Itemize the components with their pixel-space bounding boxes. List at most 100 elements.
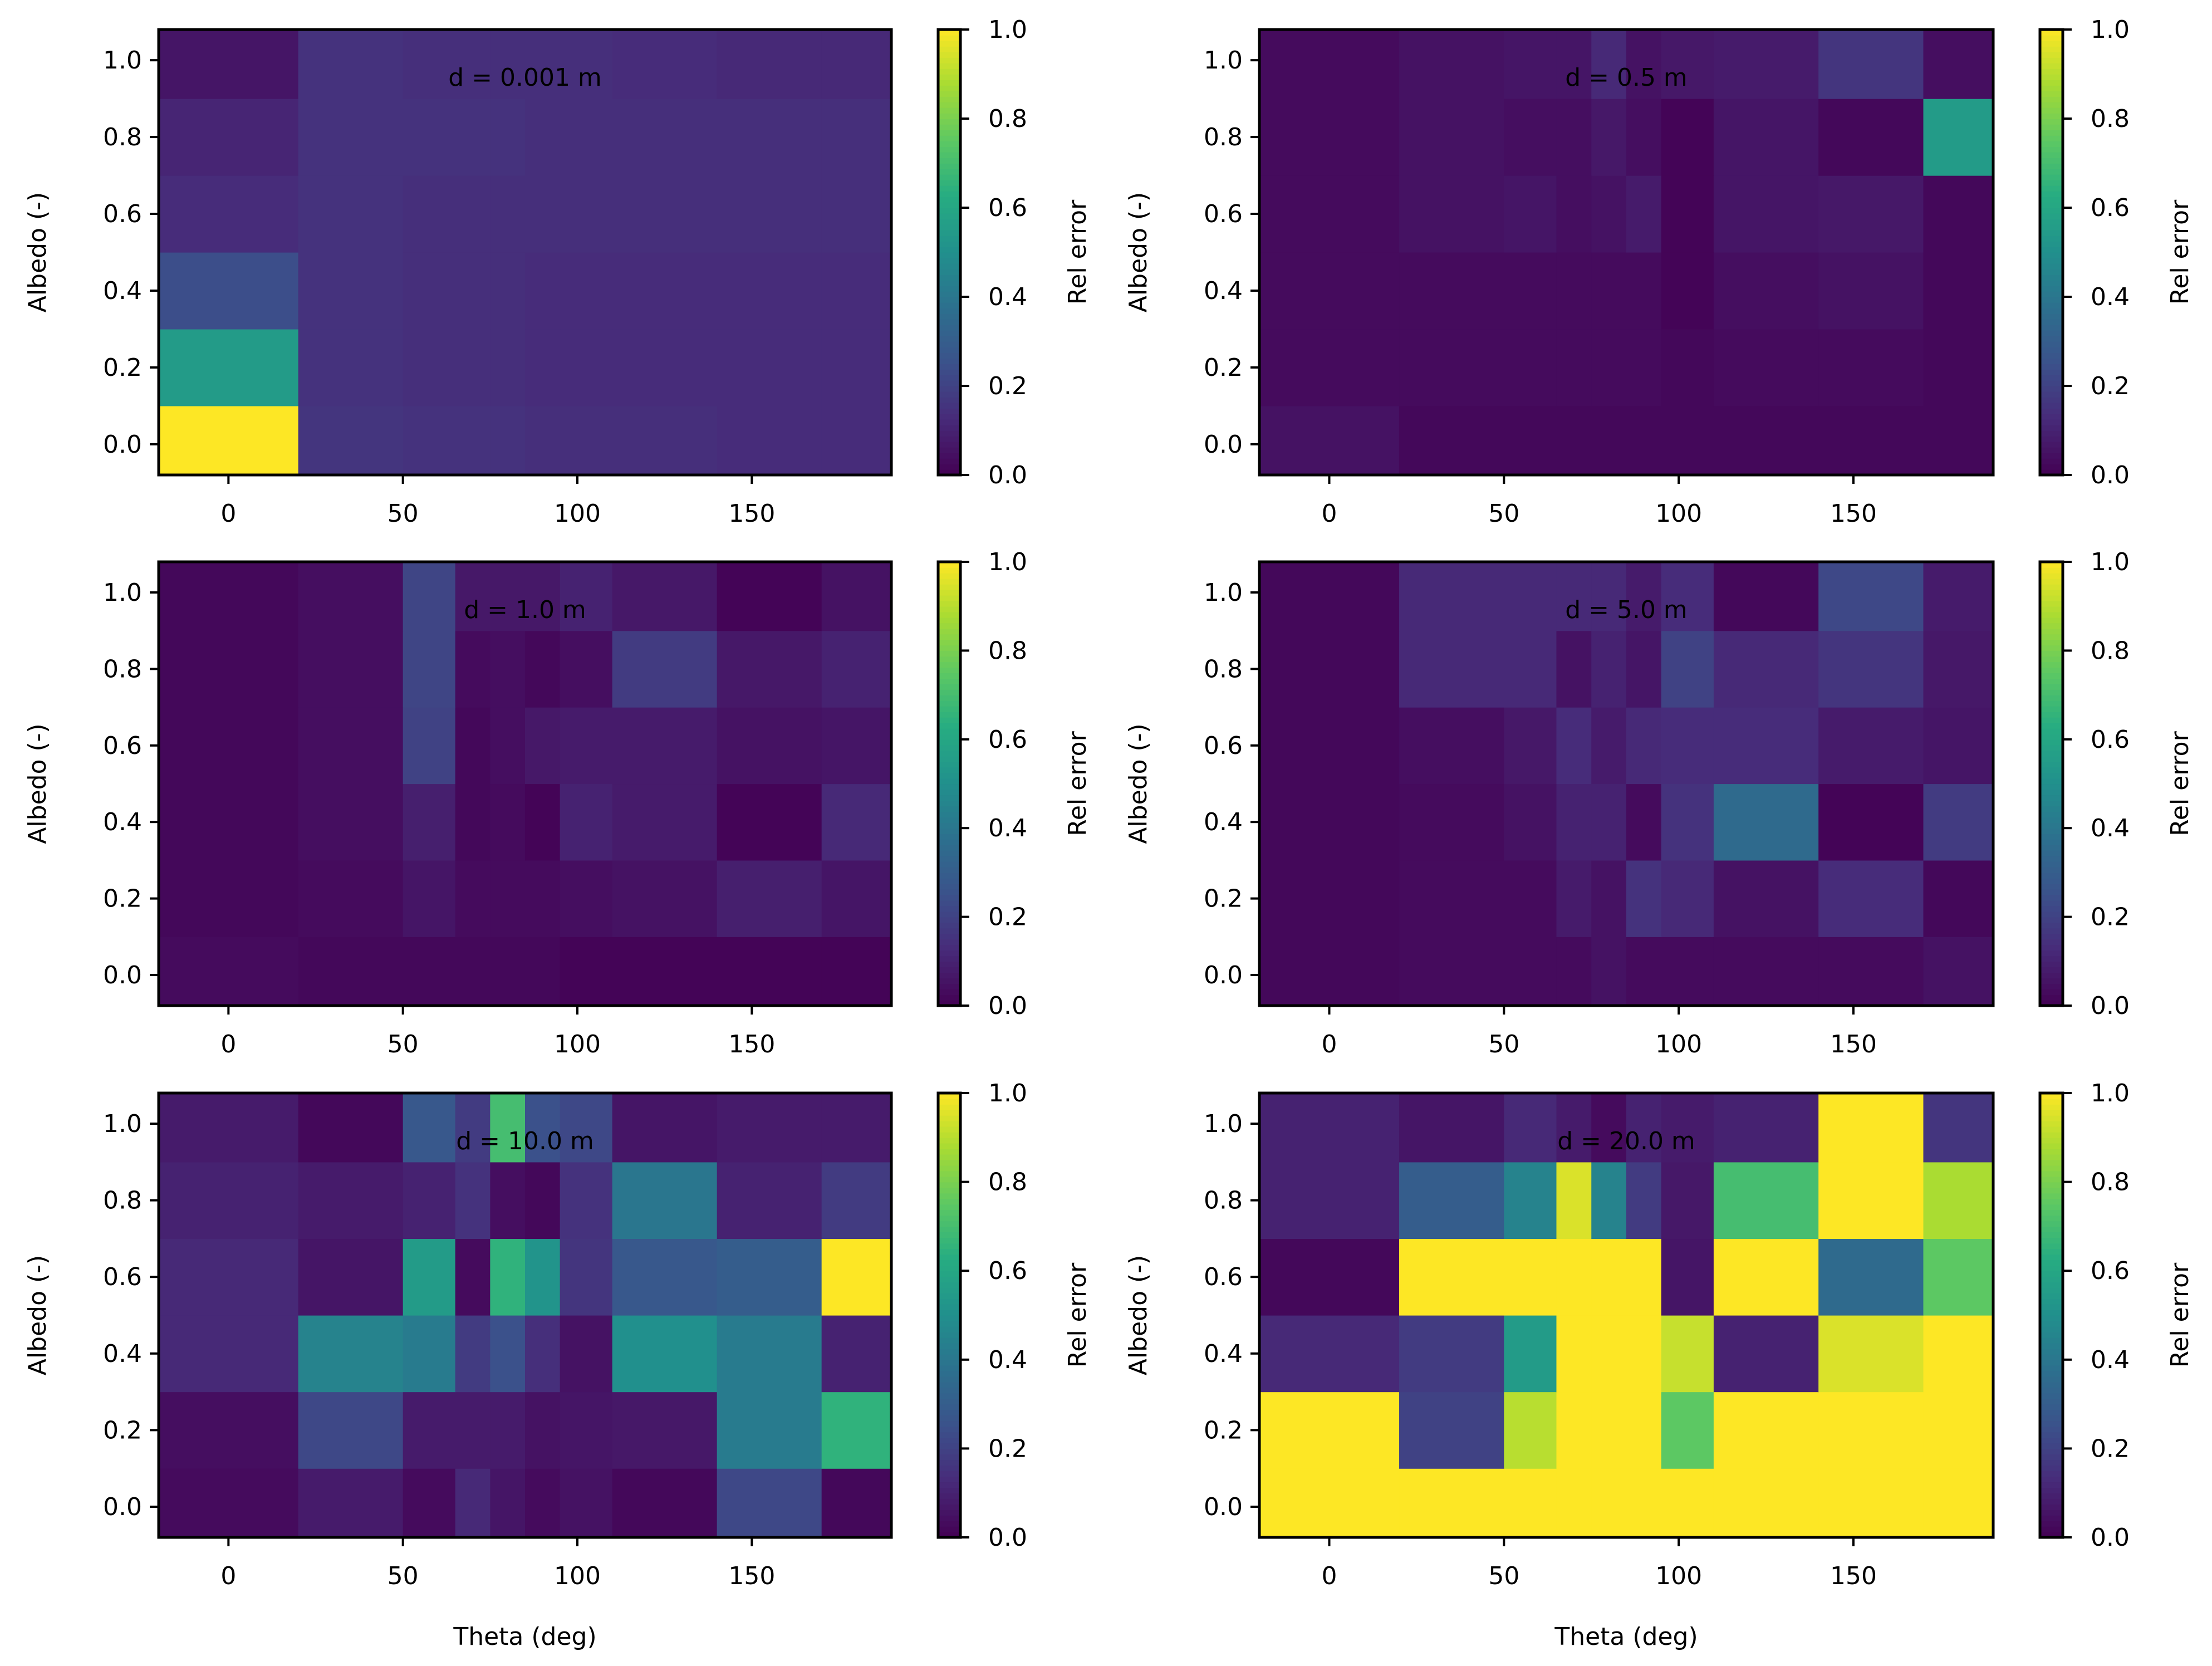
heatmap-cell bbox=[1923, 1093, 1994, 1163]
heatmap-cell bbox=[403, 1315, 456, 1393]
heatmap-cell bbox=[525, 1468, 561, 1538]
heatmap-cell bbox=[560, 630, 613, 708]
heatmap-cell bbox=[560, 707, 613, 785]
y-tick-label: 0.0 bbox=[1204, 1493, 1243, 1521]
heatmap-cell bbox=[560, 99, 613, 176]
colorbar-segment bbox=[938, 1398, 960, 1405]
heatmap-cell bbox=[455, 1238, 491, 1316]
colorbar-segment bbox=[2040, 1226, 2063, 1233]
heatmap-cell bbox=[1661, 707, 1714, 785]
heatmap-cell bbox=[159, 1315, 299, 1393]
heatmap-cell bbox=[525, 252, 561, 330]
colorbar-segment bbox=[2040, 1198, 2063, 1205]
colorbar-frame bbox=[2038, 1091, 2064, 1539]
colorbar-segment bbox=[938, 1148, 960, 1155]
heatmap-cell bbox=[1259, 1468, 1400, 1538]
heatmap-cell bbox=[1818, 562, 1924, 631]
heatmap-cell bbox=[1259, 630, 1400, 708]
heatmap-cell bbox=[1259, 329, 1400, 406]
colorbar-segment bbox=[2040, 1293, 2063, 1299]
colorbar-segment bbox=[938, 297, 960, 303]
heatmap-cell bbox=[612, 329, 718, 406]
colorbar-segment bbox=[938, 1432, 960, 1438]
heatmap-cell bbox=[1259, 99, 1400, 176]
heatmap-cell bbox=[1259, 937, 1400, 1006]
colorbar-segment bbox=[938, 107, 960, 114]
heatmap-cell bbox=[1591, 252, 1627, 330]
colorbar-segment bbox=[938, 1215, 960, 1222]
heatmap-cell bbox=[159, 630, 299, 708]
colorbar-segment bbox=[2040, 1000, 2063, 1006]
heatmap-cell bbox=[717, 1468, 822, 1538]
colorbar-segment bbox=[938, 845, 960, 851]
colorbar-segment bbox=[938, 213, 960, 219]
colorbar-tick-label: 0.0 bbox=[988, 1523, 1027, 1552]
heatmap-cell bbox=[1399, 562, 1504, 631]
y-tick-label: 1.0 bbox=[1204, 579, 1243, 607]
colorbar-segment bbox=[2040, 578, 2063, 585]
colorbar-segment bbox=[938, 419, 960, 425]
colorbar-segment bbox=[2040, 656, 2063, 663]
y-tick-label: 0.2 bbox=[103, 354, 142, 382]
colorbar-segment bbox=[2040, 878, 2063, 884]
colorbar-segment bbox=[938, 850, 960, 856]
colorbar-segment bbox=[938, 1404, 960, 1410]
heatmap-cell bbox=[717, 860, 822, 937]
heatmap-cell bbox=[159, 405, 299, 476]
heatmap-cell bbox=[1591, 707, 1627, 785]
colorbar-segment bbox=[938, 1370, 960, 1377]
heatmap-cell bbox=[455, 1391, 491, 1469]
heatmap-cell bbox=[525, 783, 561, 861]
colorbar-segment bbox=[938, 562, 960, 568]
colorbar-segment bbox=[938, 922, 960, 929]
x-tick-label: 100 bbox=[1655, 499, 1702, 528]
axes-frame bbox=[157, 1091, 893, 1539]
colorbar-segment bbox=[938, 1154, 960, 1160]
colorbar-segment bbox=[938, 1448, 960, 1455]
colorbar-segment bbox=[938, 1482, 960, 1488]
heatmap-cell bbox=[1818, 707, 1924, 785]
heatmap-cell bbox=[1923, 860, 1994, 937]
heatmap-cell bbox=[1591, 1391, 1627, 1469]
heatmap-cell bbox=[1661, 937, 1714, 1006]
heatmap-cell bbox=[1259, 1315, 1400, 1393]
colorbar-segment bbox=[938, 834, 960, 840]
colorbar-segment bbox=[2040, 933, 2063, 940]
heatmap-cell bbox=[1591, 30, 1627, 99]
heatmap-cell bbox=[1504, 405, 1557, 476]
heatmap-cell bbox=[1259, 405, 1400, 476]
heatmap-cell bbox=[717, 252, 822, 330]
colorbar-segment bbox=[2040, 767, 2063, 773]
colorbar-segment bbox=[2040, 1448, 2063, 1455]
colorbar-segment bbox=[2040, 983, 2063, 989]
heatmap-cell bbox=[1626, 405, 1662, 476]
heatmap-cell bbox=[1399, 405, 1504, 476]
x-tick-label: 50 bbox=[388, 1562, 419, 1590]
x-tick-label: 150 bbox=[1830, 499, 1877, 528]
x-tick-label: 100 bbox=[1655, 1562, 1702, 1590]
heatmap-cell bbox=[1399, 783, 1504, 861]
heatmap-cell bbox=[490, 405, 526, 476]
panel-title: d = 1.0 m bbox=[464, 596, 586, 624]
colorbar-segment bbox=[938, 950, 960, 957]
heatmap-cell bbox=[1399, 329, 1504, 406]
heatmap-cell bbox=[1556, 30, 1592, 99]
colorbar-segment bbox=[2040, 1120, 2063, 1127]
heatmap-cell bbox=[1626, 1093, 1662, 1163]
colorbar-segment bbox=[2040, 369, 2063, 375]
colorbar-segment bbox=[938, 96, 960, 102]
heatmap-cell bbox=[1399, 1391, 1504, 1469]
colorbar-frame bbox=[936, 560, 962, 1007]
colorbar-segment bbox=[2040, 1209, 2063, 1216]
colorbar-tick-label: 0.0 bbox=[988, 461, 1027, 489]
heatmap-cell bbox=[1259, 1391, 1400, 1469]
colorbar-tick-label: 0.2 bbox=[988, 903, 1027, 932]
colorbar-segment bbox=[2040, 1215, 2063, 1222]
heatmap-cell bbox=[1923, 405, 1994, 476]
heatmap-panel-6: 0.0 0.2 0.4 0.6 0.8 1.0 0 50 100 150 Albedo (-) The… bbox=[1124, 1079, 2194, 1651]
heatmap-cell bbox=[1504, 783, 1557, 861]
colorbar-segment bbox=[938, 380, 960, 386]
colorbar-label: Rel error bbox=[1063, 731, 1092, 836]
heatmap-cell bbox=[403, 405, 456, 476]
colorbar-tick-label: 0.8 bbox=[988, 1168, 1027, 1197]
